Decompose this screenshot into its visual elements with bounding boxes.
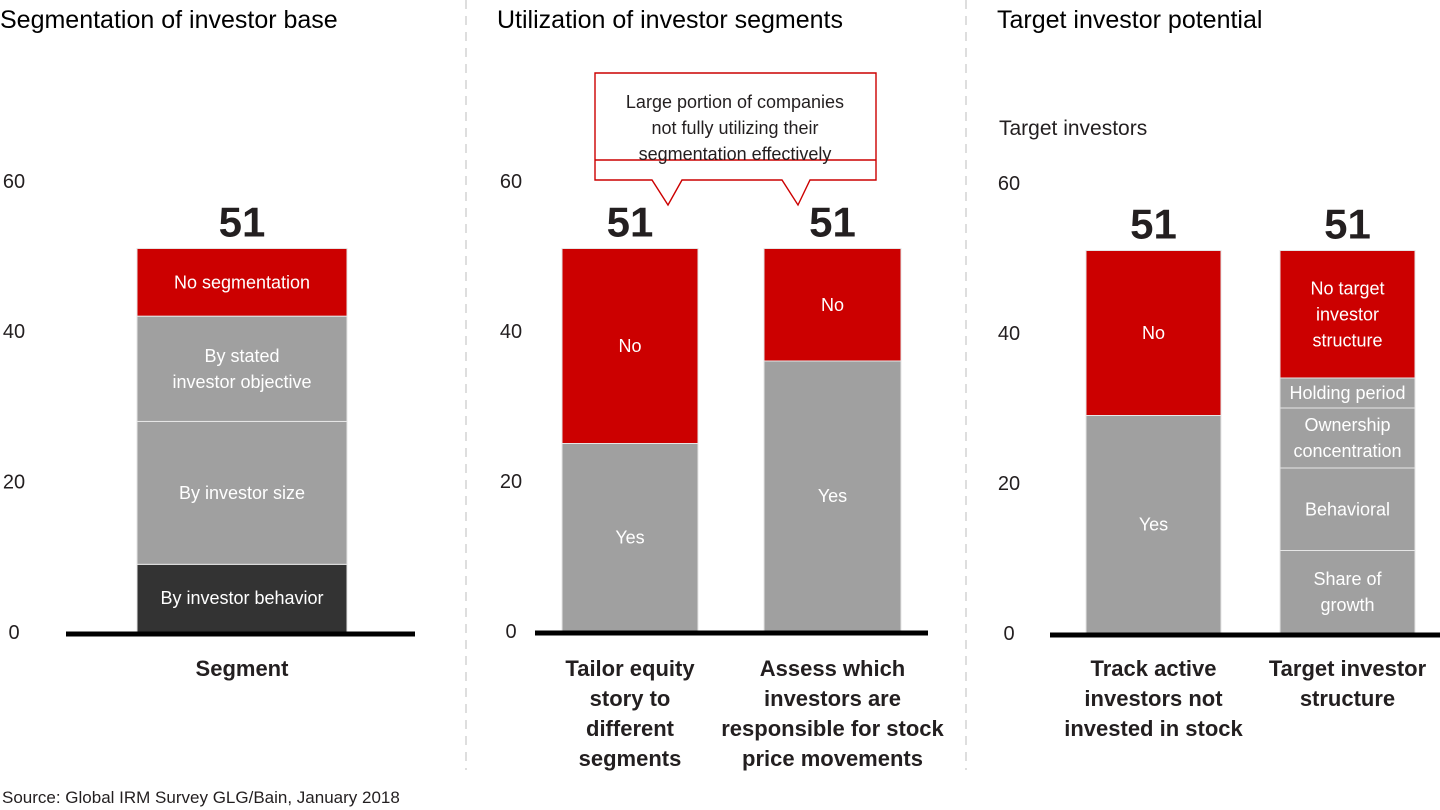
segment-label: Ownership: [1304, 415, 1390, 435]
segment-label: No: [821, 295, 844, 315]
panel-2: Utilization of investor segments 0 20 40 60 Y…: [497, 6, 945, 771]
segment-label: Share of: [1313, 569, 1382, 589]
segment-label: concentration: [1293, 441, 1401, 461]
category-label: investors not: [1084, 686, 1223, 711]
bar-segment: [1085, 415, 1222, 634]
total-label: 51: [219, 198, 266, 245]
segment-label: Holding period: [1289, 383, 1405, 403]
bar-segment: [136, 247, 348, 317]
callout-text: segmentation effectively: [639, 144, 832, 164]
total-label: 51: [607, 199, 654, 246]
y-axis-label: Target investors: [999, 117, 1147, 140]
y-tick-label: 40: [3, 321, 25, 343]
segment-label: By investor behavior: [160, 588, 323, 608]
y-tick-label: 0: [8, 622, 19, 644]
category-label: Target investor: [1269, 656, 1427, 681]
panel-3: Target investor potential Target investor…: [997, 6, 1440, 741]
category-label: Track active: [1091, 656, 1217, 681]
callout: Large portion of companies not fully util…: [594, 72, 877, 207]
segment-label: By stated: [204, 346, 279, 366]
category-label: investors are: [764, 686, 901, 711]
bar-segment: [1279, 377, 1416, 409]
bar-segment: [763, 248, 902, 362]
segment-label: Yes: [818, 486, 847, 506]
segment-label: No: [618, 336, 641, 356]
category-label: Assess which: [760, 656, 906, 681]
panel-title: Target investor potential: [997, 6, 1262, 34]
segment-label: Behavioral: [1305, 499, 1390, 519]
category-label: structure: [1300, 686, 1395, 711]
segment-label: Yes: [1139, 514, 1168, 534]
callout-text: not fully utilizing their: [651, 118, 818, 138]
callout-box: [594, 72, 877, 207]
category-label: price movements: [742, 746, 923, 771]
panel-title: Utilization of investor segments: [497, 6, 843, 34]
segment-label: investor: [1316, 304, 1379, 324]
y-tick-label: 20: [3, 472, 25, 494]
bar-segment: [1279, 250, 1416, 379]
category-label: Tailor equity: [565, 656, 695, 681]
segment-label: By investor size: [179, 483, 305, 503]
panel-title: Segmentation of investor base: [0, 6, 338, 34]
bar-segment: [136, 563, 348, 633]
category-label: Segment: [196, 656, 290, 681]
panel-1: Segmentation of investor base 0 20 40 60 By i…: [0, 6, 415, 681]
segment-label: Yes: [615, 527, 644, 547]
bar-segment: [1085, 250, 1222, 416]
bar-segment: [1279, 407, 1416, 469]
bar-segment: [136, 315, 348, 422]
callout-text: Large portion of companies: [626, 92, 844, 112]
segment-label: investor objective: [172, 372, 311, 392]
bar-segment: [136, 420, 348, 565]
y-tick-label: 0: [1003, 623, 1014, 645]
bar-segment: [561, 248, 699, 444]
y-tick-label: 20: [998, 473, 1020, 495]
y-tick-label: 40: [998, 323, 1020, 345]
total-label: 51: [1130, 201, 1177, 248]
y-tick-label: 60: [998, 173, 1020, 195]
y-tick-label: 60: [500, 171, 522, 193]
y-tick-label: 40: [500, 321, 522, 343]
total-label: 51: [809, 199, 856, 246]
segment-label: No: [1142, 323, 1165, 343]
y-tick-label: 0: [505, 621, 516, 643]
category-label: segments: [579, 746, 682, 771]
bar-segment: [561, 443, 699, 632]
segment-label: No target: [1310, 278, 1384, 298]
segment-label: No segmentation: [174, 272, 310, 292]
bar-segment: [1279, 550, 1416, 634]
category-label: different: [586, 716, 675, 741]
segment-label: growth: [1320, 595, 1374, 615]
y-tick-label: 20: [500, 471, 522, 493]
segment-label: structure: [1312, 330, 1382, 350]
total-label: 51: [1324, 201, 1371, 248]
category-label: responsible for stock: [721, 716, 944, 741]
y-tick-label: 60: [3, 171, 25, 193]
bar-segment: [763, 360, 902, 632]
category-label: story to: [590, 686, 671, 711]
category-label: invested in stock: [1064, 716, 1243, 741]
